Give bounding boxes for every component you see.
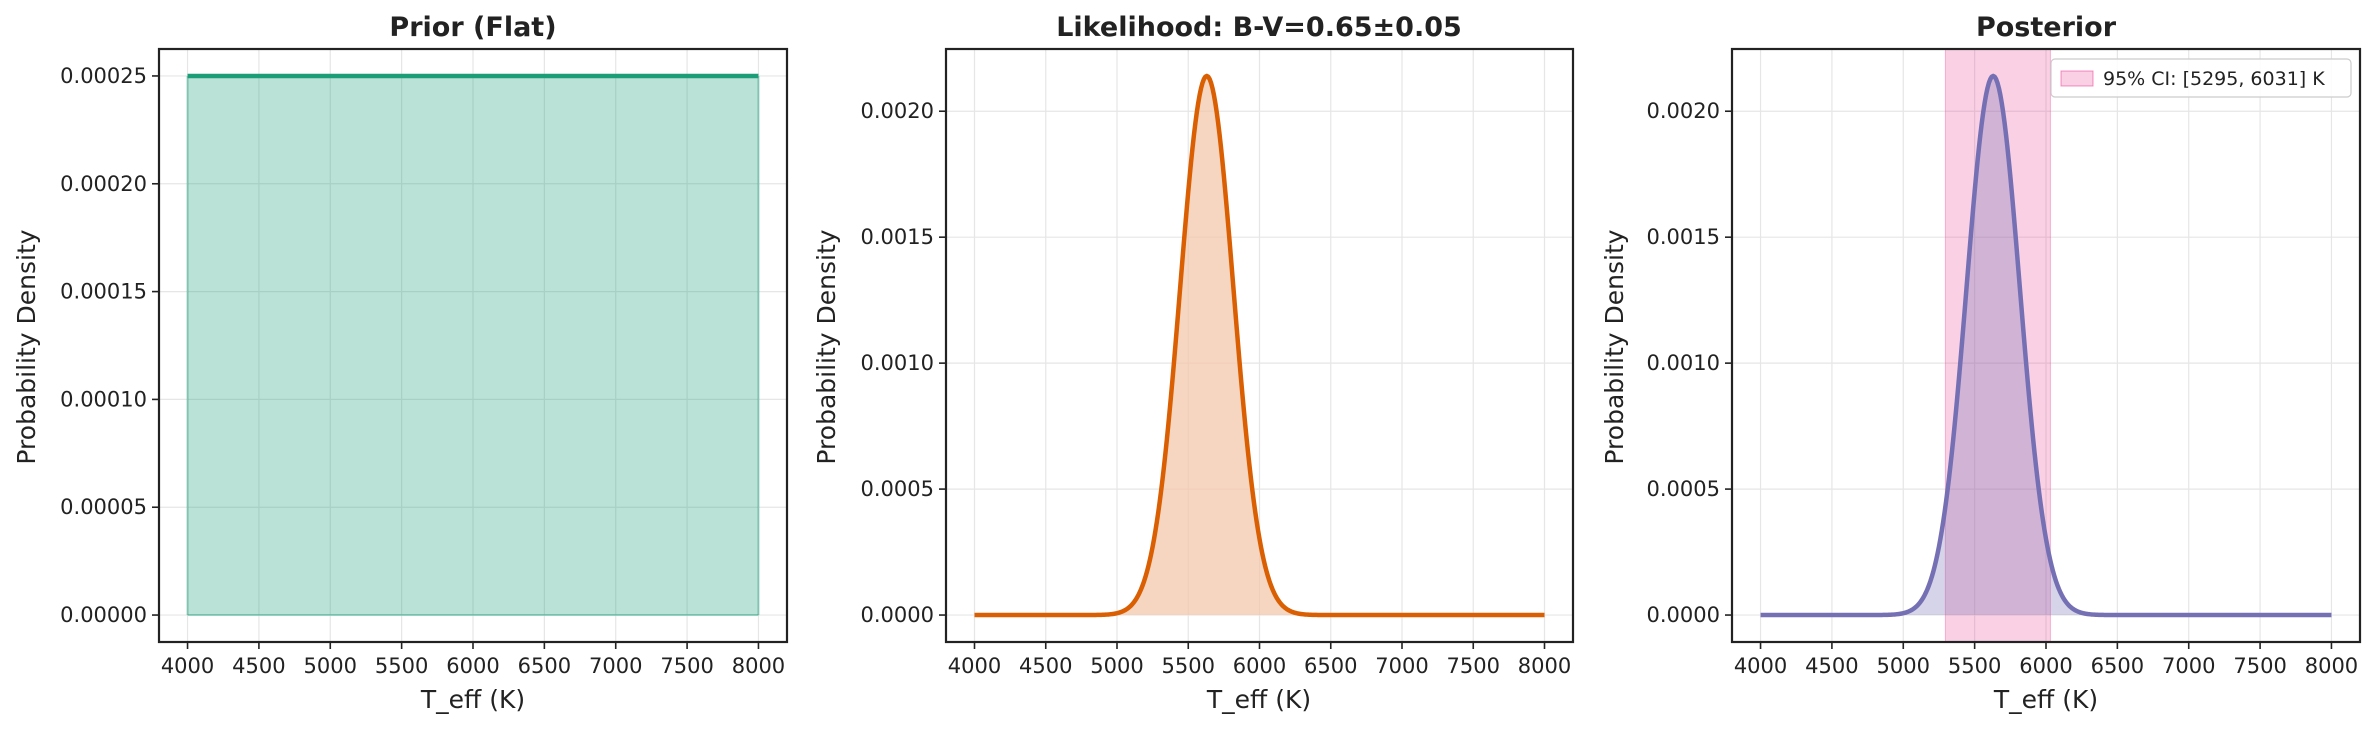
likelihood-ytick-label: 0.0020 (861, 99, 934, 123)
likelihood-xlabel: T_eff (K) (1206, 685, 1311, 714)
posterior-ytick-label: 0.0010 (1647, 351, 1720, 375)
likelihood-xtick-label: 6500 (1304, 654, 1357, 678)
prior-ytick-label: 0.00020 (60, 172, 147, 196)
prior-ytick-label: 0.00005 (60, 495, 147, 519)
prior-xtick-label: 4500 (232, 654, 285, 678)
likelihood-xtick-label: 7000 (1375, 654, 1428, 678)
posterior-xtick-label: 7000 (2162, 654, 2215, 678)
likelihood-density-line (973, 73, 1546, 618)
prior-ytick-label: 0.00010 (60, 387, 147, 411)
posterior-ytick-label: 0.0020 (1647, 99, 1720, 123)
posterior-panel: Posterior T_eff (K) Probability Density … (1600, 12, 2362, 714)
likelihood-xtick-label: 5000 (1090, 654, 1143, 678)
prior-ylabel: Probability Density (12, 229, 41, 464)
posterior-xtick-label: 4000 (1734, 654, 1787, 678)
posterior-xtick-label: 5000 (1877, 654, 1930, 678)
posterior-xtick-label: 5500 (1948, 654, 2001, 678)
likelihood-title: Likelihood: B-V=0.65±0.05 (1056, 12, 1462, 43)
prior-panel: Prior (Flat) T_eff (K) Probability Densi… (12, 12, 789, 714)
likelihood-xtick-label: 6000 (1233, 654, 1286, 678)
prior-xtick-label: 5000 (304, 654, 357, 678)
posterior-ylabel: Probability Density (1600, 229, 1629, 464)
posterior-legend-box (2050, 58, 2352, 98)
posterior-density-line (1759, 73, 2333, 618)
posterior-legend-swatch (2060, 70, 2094, 87)
prior-area-fill (187, 75, 759, 616)
likelihood-panel: Likelihood: B-V=0.65±0.05 T_eff (K) Prob… (812, 12, 1575, 714)
likelihood-xtick-label: 4500 (1019, 654, 1072, 678)
prior-xtick-label: 7500 (660, 654, 713, 678)
prior-xtick-label: 4000 (161, 654, 214, 678)
posterior-xtick-label: 6000 (2019, 654, 2072, 678)
posterior-ytick-label: 0.0000 (1647, 603, 1720, 627)
posterior-xtick-label: 6500 (2091, 654, 2144, 678)
likelihood-xtick-label: 4000 (948, 654, 1001, 678)
prior-xtick-label: 5500 (375, 654, 428, 678)
posterior-title: Posterior (1976, 12, 2117, 43)
prior-xtick-label: 7000 (589, 654, 642, 678)
posterior-ytick-label: 0.0015 (1647, 225, 1720, 249)
likelihood-ytick-label: 0.0010 (861, 351, 934, 375)
prior-xlabel: T_eff (K) (420, 685, 525, 714)
likelihood-ylabel: Probability Density (812, 229, 841, 464)
likelihood-xtick-label: 8000 (1518, 654, 1571, 678)
posterior-xtick-label: 4500 (1805, 654, 1858, 678)
prior-ytick-label: 0.00015 (60, 280, 147, 304)
prior-ytick-label: 0.00025 (60, 64, 147, 88)
posterior-xtick-label: 8000 (2305, 654, 2358, 678)
likelihood-xtick-label: 7500 (1447, 654, 1500, 678)
prior-xtick-label: 8000 (732, 654, 785, 678)
prior-xtick-label: 6000 (446, 654, 499, 678)
likelihood-ytick-label: 0.0000 (861, 603, 934, 627)
posterior-ytick-label: 0.0005 (1647, 477, 1720, 501)
posterior-xtick-label: 7500 (2233, 654, 2286, 678)
posterior-legend-label: 95% CI: [5295, 6031] K (2103, 68, 2325, 90)
likelihood-xtick-label: 5500 (1162, 654, 1215, 678)
prior-ytick-label: 0.00000 (60, 603, 147, 627)
prior-title: Prior (Flat) (389, 12, 556, 43)
prior-xtick-label: 6500 (518, 654, 571, 678)
likelihood-ytick-label: 0.0015 (861, 225, 934, 249)
likelihood-ytick-label: 0.0005 (861, 477, 934, 501)
posterior-xlabel: T_eff (K) (1993, 685, 2098, 714)
